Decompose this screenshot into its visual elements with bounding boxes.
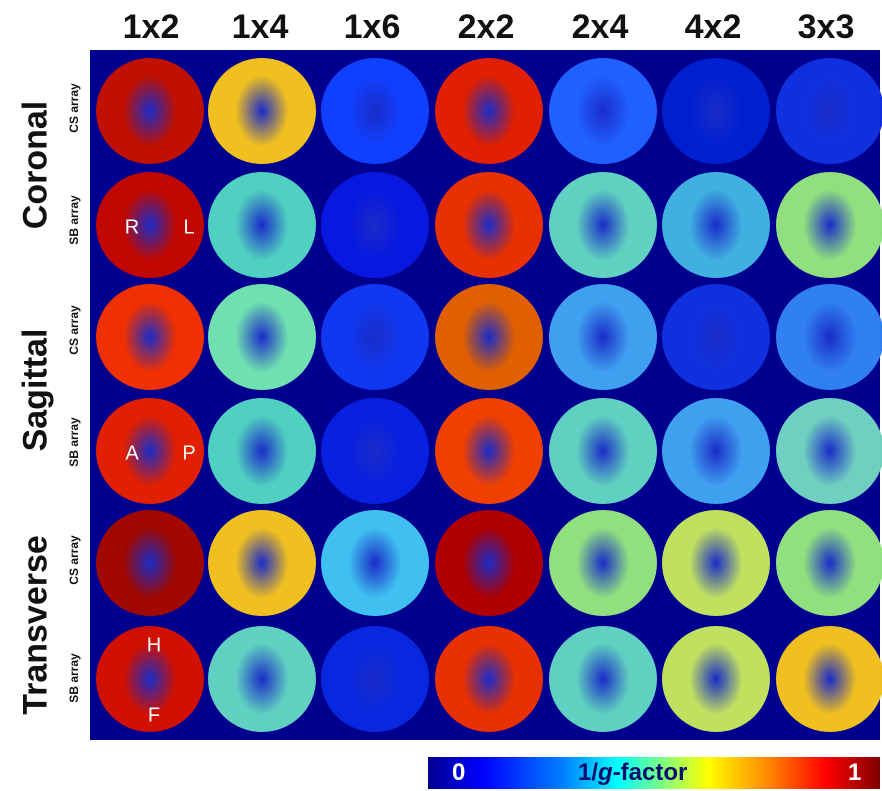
gfactor-map-cell	[662, 172, 770, 278]
gfactor-map-cell	[776, 510, 882, 616]
gfactor-map-cell	[435, 58, 543, 164]
gfactor-map-cell	[549, 626, 657, 732]
orientation-label: H	[146, 634, 162, 657]
column-header-2x2: 2x2	[457, 8, 515, 46]
group-label-coronal: Coronal	[16, 100, 55, 230]
orientation-label: R	[124, 216, 140, 239]
array-label: SB array	[67, 195, 81, 245]
array-label: SB array	[67, 417, 81, 467]
gfactor-map-cell	[662, 398, 770, 504]
group-label-transverse: Transverse	[16, 535, 55, 715]
gfactor-map-cell	[662, 58, 770, 164]
column-header-3x3: 3x3	[797, 8, 855, 46]
orientation-label: P	[182, 442, 196, 465]
gfactor-map-cell	[776, 58, 882, 164]
gfactor-map-cell	[435, 172, 543, 278]
gfactor-map-cell	[321, 58, 429, 164]
gfactor-map-cell	[776, 172, 882, 278]
gfactor-map-cell	[435, 626, 543, 732]
gfactor-map-cell	[321, 510, 429, 616]
gfactor-map-cell	[435, 510, 543, 616]
orientation-label: F	[147, 704, 161, 727]
gfactor-map-cell	[549, 284, 657, 390]
column-header-1x4: 1x4	[231, 8, 289, 46]
gfactor-map-cell	[662, 626, 770, 732]
colorbar-min-label: 0	[452, 759, 466, 786]
gfactor-map-panel: R L A P H F	[90, 50, 882, 740]
gfactor-map-cell	[549, 398, 657, 504]
colorbar-max-label: 1	[848, 759, 862, 786]
column-header-2x4: 2x4	[571, 8, 629, 46]
gfactor-map-cell	[776, 284, 882, 390]
gfactor-map-cell	[549, 510, 657, 616]
gfactor-map-cell	[662, 510, 770, 616]
gfactor-map-cell	[208, 172, 316, 278]
gfactor-map-cell	[321, 398, 429, 504]
array-label: CS array	[67, 305, 81, 355]
gfactor-map-cell	[208, 398, 316, 504]
array-label: CS array	[67, 535, 81, 585]
array-label: SB array	[67, 653, 81, 703]
gfactor-map-cell	[662, 284, 770, 390]
gfactor-map-cell	[208, 510, 316, 616]
orientation-label: A	[125, 442, 139, 465]
gfactor-map-cell	[96, 398, 204, 504]
colorbar-title: 1/g-factor	[578, 759, 688, 786]
gfactor-map-cell	[96, 626, 204, 732]
column-header-1x6: 1x6	[343, 8, 401, 46]
gfactor-map-cell	[96, 510, 204, 616]
gfactor-map-cell	[208, 284, 316, 390]
gfactor-map-cell	[96, 172, 204, 278]
orientation-label: L	[183, 216, 195, 239]
colorbar: 0 1/g-factor 1	[428, 757, 880, 789]
array-label: CS array	[67, 83, 81, 133]
gfactor-map-cell	[776, 398, 882, 504]
gfactor-map-cell	[208, 626, 316, 732]
gfactor-map-cell	[549, 58, 657, 164]
gfactor-map-cell	[208, 58, 316, 164]
gfactor-map-cell	[96, 58, 204, 164]
group-label-sagittal: Sagittal	[16, 328, 55, 452]
column-header-1x2: 1x2	[122, 8, 180, 46]
gfactor-map-cell	[549, 172, 657, 278]
gfactor-map-cell	[321, 172, 429, 278]
gfactor-map-cell	[96, 284, 204, 390]
gfactor-map-cell	[435, 398, 543, 504]
gfactor-map-cell	[321, 626, 429, 732]
gfactor-map-cell	[321, 284, 429, 390]
gfactor-map-cell	[435, 284, 543, 390]
column-header-4x2: 4x2	[684, 8, 742, 46]
gfactor-map-cell	[776, 626, 882, 732]
